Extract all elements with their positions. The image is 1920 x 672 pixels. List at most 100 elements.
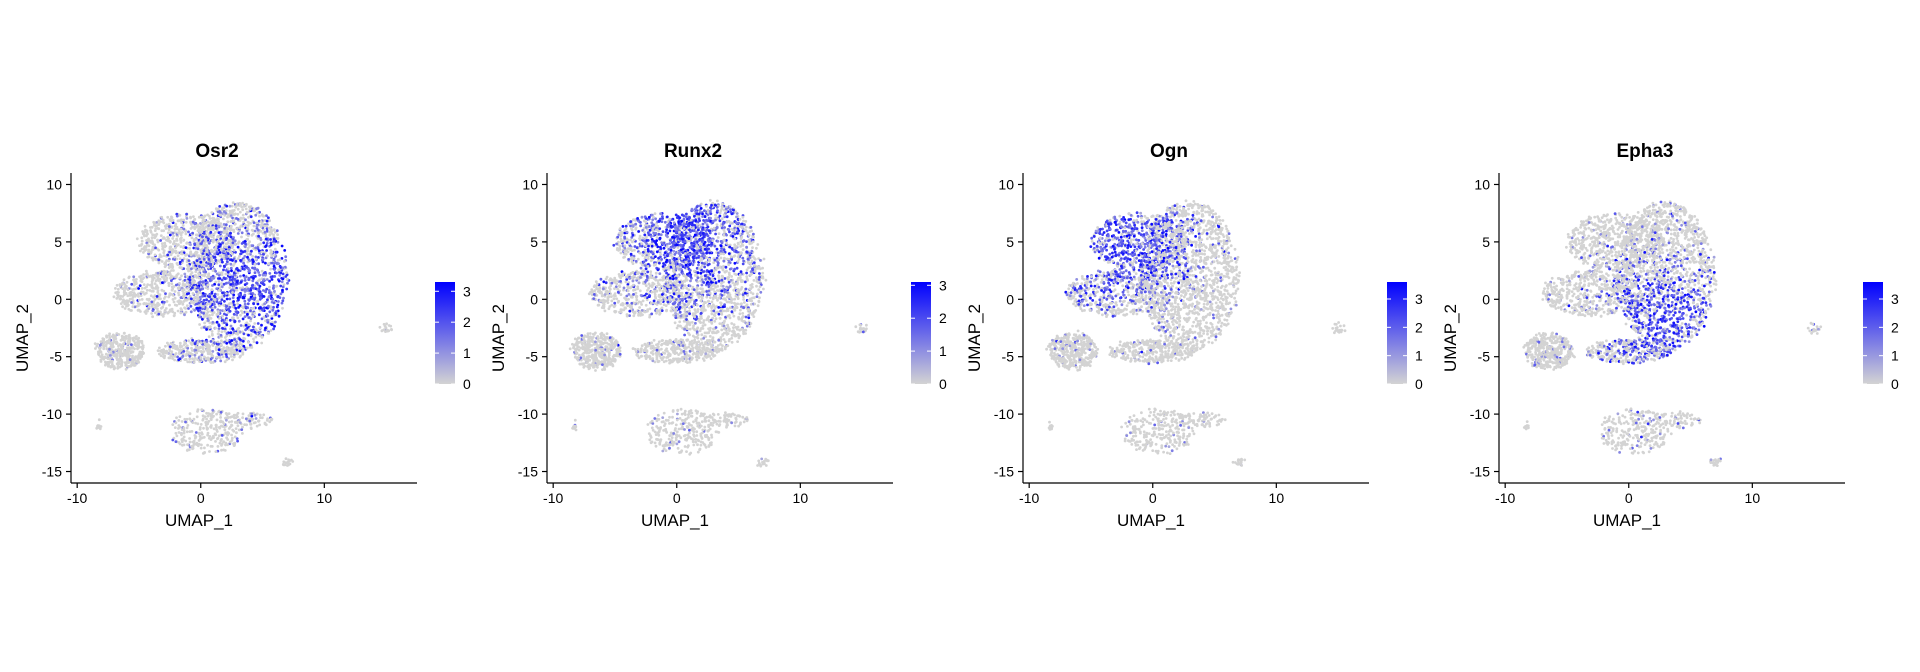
cell-point (259, 296, 263, 299)
cell-point (728, 338, 731, 341)
cell-point (161, 305, 165, 309)
cell-point (226, 270, 230, 274)
cell-point (216, 445, 220, 448)
cell-point (218, 213, 222, 217)
cell-point (234, 427, 238, 430)
cell-point (247, 267, 250, 270)
cell-point (272, 301, 276, 305)
cell-point (199, 446, 203, 450)
cell-point (172, 300, 176, 304)
cell-point (242, 259, 246, 262)
cell-point (213, 255, 217, 259)
cell-point (243, 267, 246, 271)
cell-point (97, 353, 101, 357)
cell-point (243, 293, 247, 297)
cell-point (208, 252, 212, 256)
cell-point (246, 312, 249, 316)
cell-point (221, 260, 224, 264)
cell-point (215, 251, 219, 254)
cell-point (266, 318, 269, 322)
cell-point (170, 276, 174, 279)
cell-point (255, 341, 259, 345)
cell-point (205, 328, 209, 331)
cell-point (262, 289, 265, 292)
cell-point (710, 312, 714, 316)
cell-point (189, 273, 193, 276)
cell-point (186, 287, 189, 290)
cell-point (707, 315, 710, 319)
cell-point (719, 224, 723, 228)
cell-point (274, 310, 278, 313)
cell-point (112, 365, 116, 368)
cell-point (259, 416, 262, 419)
cell-point (264, 245, 267, 249)
cell-point (174, 431, 178, 435)
cell-point (239, 313, 242, 317)
cell-point (208, 321, 212, 325)
cell-point (740, 232, 744, 236)
cell-point (214, 269, 218, 273)
cell-point (160, 215, 164, 219)
cell-point (201, 436, 204, 440)
cell-point (234, 420, 237, 424)
cell-point (220, 278, 224, 282)
cell-point (173, 290, 177, 293)
cell-point (251, 283, 255, 287)
cell-point (182, 227, 186, 231)
cell-point (145, 269, 148, 273)
cell-point (221, 314, 225, 318)
cell-point (736, 279, 739, 282)
cell-point (261, 282, 265, 286)
cell-point (177, 419, 181, 422)
cell-point (709, 216, 712, 220)
cell-point (213, 305, 217, 309)
cell-point (253, 262, 257, 266)
cell-point (241, 311, 244, 315)
cell-point (207, 262, 211, 266)
cell-point (286, 281, 289, 285)
cell-point (211, 269, 215, 272)
cell-point (138, 298, 141, 302)
cell-point (161, 244, 165, 248)
cell-point (194, 238, 198, 241)
cell-point (233, 338, 236, 341)
cell-point (175, 283, 178, 287)
cell-point (242, 296, 246, 300)
cell-point (109, 354, 112, 357)
cell-point (232, 248, 236, 252)
cell-point (192, 215, 195, 219)
cell-point (703, 262, 706, 265)
cell-point (708, 303, 711, 307)
cell-point (230, 204, 234, 208)
cell-point (217, 329, 221, 333)
cell-point (132, 287, 136, 291)
cell-point (185, 304, 189, 307)
cell-point (196, 410, 199, 413)
cell-point (193, 285, 197, 289)
cell-point (218, 251, 222, 254)
cell-point (145, 272, 148, 276)
cell-point (182, 426, 186, 430)
cell-point (260, 269, 264, 273)
cell-point (190, 349, 194, 352)
cell-point (744, 287, 748, 291)
cell-point (210, 233, 214, 237)
cell-point (259, 220, 263, 223)
cell-point (186, 264, 190, 268)
cell-point (724, 207, 728, 211)
cell-point (179, 245, 183, 249)
cell-point (179, 349, 182, 353)
cell-point (207, 224, 211, 228)
cell-point (225, 292, 228, 295)
cell-point (205, 302, 209, 306)
cell-point (740, 327, 744, 331)
cell-point (259, 230, 263, 233)
cell-point (181, 302, 185, 306)
cell-point (171, 287, 175, 291)
cell-point (231, 237, 235, 241)
cell-point (269, 267, 273, 271)
cell-point (238, 210, 242, 214)
cell-point (280, 280, 284, 284)
cell-point (164, 270, 168, 273)
cell-point (241, 425, 244, 429)
